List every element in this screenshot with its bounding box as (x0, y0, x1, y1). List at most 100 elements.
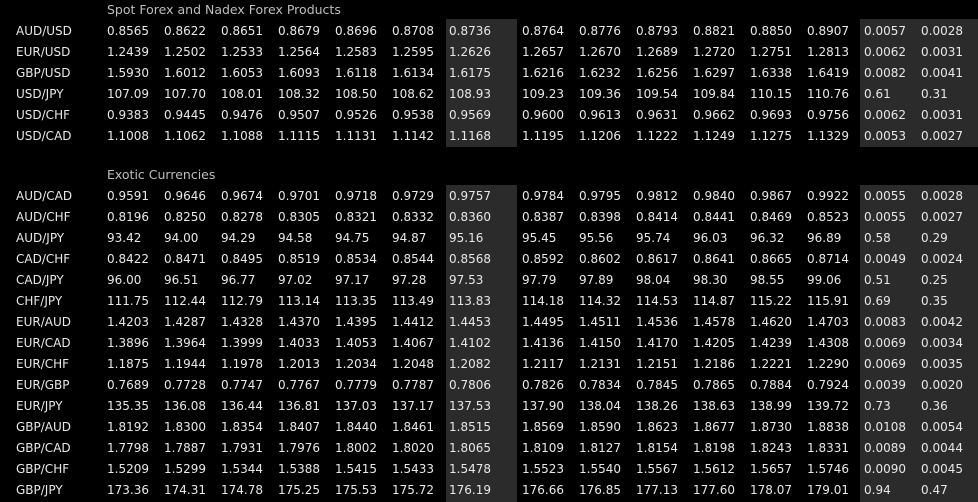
price-cell: 113.14 (278, 294, 320, 308)
price-cell: 0.8696 (335, 24, 377, 38)
table-row: GBP/AUD 1.8192 1.8300 1.8354 1.8407 1.8440 1.8… (0, 417, 978, 438)
price-cell: 176.85 (579, 483, 621, 497)
price-cell: 1.6118 (335, 66, 377, 80)
price-cell: 1.2720 (693, 45, 735, 59)
price-cell: 1.5209 (107, 462, 149, 476)
price-cell: 0.7924 (807, 378, 849, 392)
price-cell: 1.8127 (579, 441, 621, 455)
price-cell: 94.87 (392, 231, 427, 245)
price-cell: 108.93 (449, 87, 491, 101)
currency-pair-label: CHF/JPY (16, 294, 63, 308)
price-cell: 0.73 (864, 399, 891, 413)
price-cell: 94.29 (221, 231, 256, 245)
price-cell: 1.8623 (636, 420, 678, 434)
price-cell: 0.8441 (693, 210, 735, 224)
price-cell: 0.9569 (449, 108, 491, 122)
price-cell: 179.01 (807, 483, 849, 497)
price-cell: 175.72 (392, 483, 434, 497)
price-cell: 0.8523 (807, 210, 849, 224)
price-cell: 0.47 (921, 483, 948, 497)
currency-pair-label: EUR/JPY (16, 399, 63, 413)
price-cell: 0.0041 (921, 66, 963, 80)
price-cell: 1.6297 (693, 66, 735, 80)
price-cell: 112.44 (164, 294, 206, 308)
price-cell: 1.6053 (221, 66, 263, 80)
price-cell: 1.8154 (636, 441, 678, 455)
price-cell: 95.16 (449, 231, 484, 245)
price-cell: 1.4308 (807, 336, 849, 350)
price-cell: 0.0024 (921, 252, 963, 266)
price-cell: 0.9922 (807, 189, 849, 203)
price-cell: 1.1206 (579, 129, 621, 143)
price-cell: 1.4578 (693, 315, 735, 329)
price-cell: 174.31 (164, 483, 206, 497)
price-cell: 1.8192 (107, 420, 149, 434)
price-cell: 0.8398 (579, 210, 621, 224)
table-row: CAD/CHF 0.8422 0.8471 0.8495 0.8519 0.8534 0.8… (0, 249, 978, 270)
price-cell: 1.5567 (636, 462, 678, 476)
price-cell: 0.9383 (107, 108, 149, 122)
table-row: AUD/USD 0.8565 0.8622 0.8651 0.8679 0.8696 0.8… (0, 21, 978, 42)
price-cell: 97.02 (278, 273, 313, 287)
price-cell: 0.8764 (522, 24, 564, 38)
price-cell: 0.8196 (107, 210, 149, 224)
price-cell: 138.26 (636, 399, 678, 413)
price-cell: 178.07 (750, 483, 792, 497)
price-cell: 1.8569 (522, 420, 564, 434)
price-cell: 1.2595 (392, 45, 434, 59)
price-cell: 135.35 (107, 399, 149, 413)
price-cell: 1.4150 (579, 336, 621, 350)
range-column-highlight (860, 19, 978, 147)
price-cell: 1.2439 (107, 45, 149, 59)
price-cell: 1.5746 (807, 462, 849, 476)
price-cell: 1.8838 (807, 420, 849, 434)
price-cell: 1.4239 (750, 336, 792, 350)
price-cell: 0.0042 (921, 315, 963, 329)
price-cell: 1.2670 (579, 45, 621, 59)
price-cell: 0.0054 (921, 420, 963, 434)
price-cell: 0.0027 (921, 210, 963, 224)
price-cell: 1.8461 (392, 420, 434, 434)
price-cell: 1.8677 (693, 420, 735, 434)
price-cell: 136.08 (164, 399, 206, 413)
price-cell: 1.5344 (221, 462, 263, 476)
currency-pair-label: GBP/AUD (16, 420, 72, 434)
price-cell: 1.4453 (449, 315, 491, 329)
price-cell: 0.9756 (807, 108, 849, 122)
price-cell: 1.2502 (164, 45, 206, 59)
section-title: Spot Forex and Nadex Forex Products (107, 2, 341, 17)
price-cell: 0.9631 (636, 108, 678, 122)
table-row: EUR/JPY 135.35 136.08 136.44 136.81 137.03 137… (0, 396, 978, 417)
price-cell: 1.2813 (807, 45, 849, 59)
price-cell: 0.0034 (921, 336, 963, 350)
price-cell: 0.8641 (693, 252, 735, 266)
table-row: GBP/CAD 1.7798 1.7887 1.7931 1.7976 1.8002 1.8… (0, 438, 978, 459)
price-cell: 137.90 (522, 399, 564, 413)
price-cell: 0.0062 (864, 108, 906, 122)
price-cell: 175.53 (335, 483, 377, 497)
currency-pair-label: EUR/CHF (16, 357, 70, 371)
price-cell: 0.0035 (921, 357, 963, 371)
price-cell: 1.6134 (392, 66, 434, 80)
table-row: AUD/CHF 0.8196 0.8250 0.8278 0.8305 0.8321 0.8… (0, 207, 978, 228)
price-cell: 0.9693 (750, 108, 792, 122)
price-cell: 136.44 (221, 399, 263, 413)
price-cell: 137.03 (335, 399, 377, 413)
price-cell: 1.8515 (449, 420, 491, 434)
price-cell: 1.4102 (449, 336, 491, 350)
price-cell: 1.4136 (522, 336, 564, 350)
table-row: AUD/CAD 0.9591 0.9646 0.9674 0.9701 0.9718 0.9… (0, 186, 978, 207)
price-cell: 136.81 (278, 399, 320, 413)
price-cell: 0.0020 (921, 378, 963, 392)
currency-pair-label: AUD/USD (16, 24, 72, 38)
price-cell: 1.1115 (278, 129, 320, 143)
price-cell: 0.0027 (921, 129, 963, 143)
price-cell: 0.8387 (522, 210, 564, 224)
price-cell: 108.32 (278, 87, 320, 101)
price-cell: 0.9840 (693, 189, 735, 203)
price-cell: 0.36 (921, 399, 948, 413)
price-cell: 1.6256 (636, 66, 678, 80)
price-cell: 1.6338 (750, 66, 792, 80)
price-cell: 0.7845 (636, 378, 678, 392)
currency-pair-label: GBP/JPY (16, 483, 63, 497)
